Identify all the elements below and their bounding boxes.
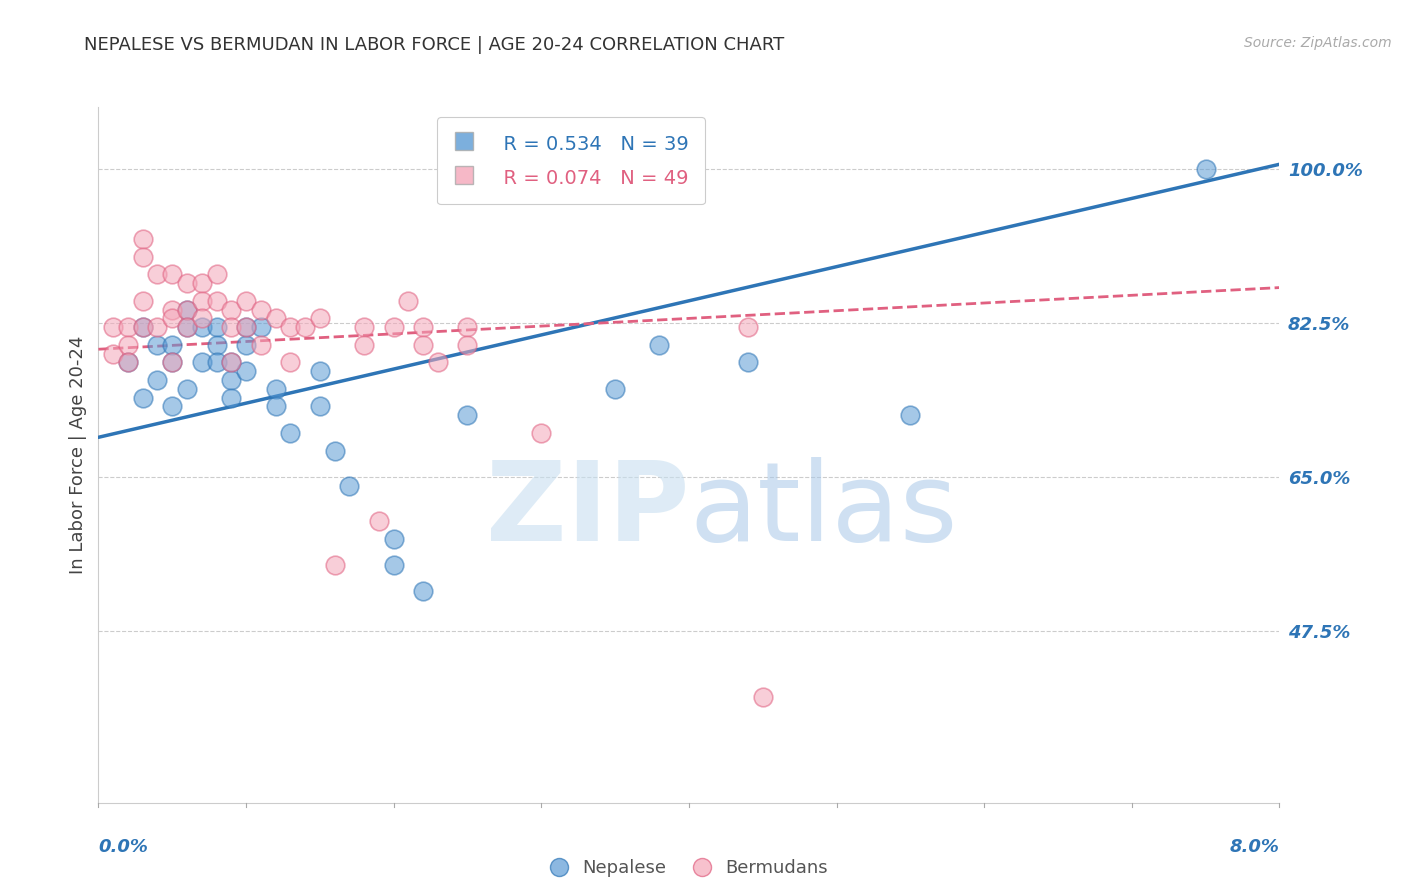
- Point: [162, 268, 183, 282]
- Point: [250, 320, 273, 334]
- Point: [146, 338, 169, 352]
- Point: [235, 293, 257, 308]
- Text: NEPALESE VS BERMUDAN IN LABOR FORCE | AGE 20-24 CORRELATION CHART: NEPALESE VS BERMUDAN IN LABOR FORCE | AG…: [84, 36, 785, 54]
- Point: [146, 373, 169, 387]
- Point: [103, 346, 125, 360]
- Point: [205, 268, 228, 282]
- Point: [205, 338, 228, 352]
- Point: [205, 293, 228, 308]
- Point: [235, 364, 257, 378]
- Point: [456, 338, 478, 352]
- Text: 0.0%: 0.0%: [98, 838, 148, 856]
- Point: [117, 355, 139, 369]
- Y-axis label: In Labor Force | Age 20-24: In Labor Force | Age 20-24: [69, 335, 87, 574]
- Point: [308, 400, 332, 414]
- Point: [132, 293, 155, 308]
- Point: [132, 320, 155, 334]
- Point: [191, 311, 214, 326]
- Point: [176, 382, 198, 396]
- Point: [353, 338, 375, 352]
- Point: [648, 338, 671, 352]
- Point: [191, 276, 214, 290]
- Point: [235, 320, 257, 334]
- Point: [162, 311, 183, 326]
- Text: 8.0%: 8.0%: [1230, 838, 1279, 856]
- Point: [353, 320, 375, 334]
- Point: [219, 391, 242, 405]
- Point: [219, 355, 242, 369]
- Point: [412, 584, 434, 599]
- Point: [146, 320, 169, 334]
- Point: [117, 338, 139, 352]
- Point: [737, 355, 759, 369]
- Point: [367, 514, 389, 528]
- Point: [278, 320, 302, 334]
- Point: [219, 320, 242, 334]
- Point: [205, 320, 228, 334]
- Point: [162, 302, 183, 317]
- Point: [751, 690, 773, 705]
- Point: [250, 338, 273, 352]
- Point: [605, 382, 627, 396]
- Text: Source: ZipAtlas.com: Source: ZipAtlas.com: [1244, 36, 1392, 50]
- Point: [176, 302, 198, 317]
- Point: [103, 320, 125, 334]
- Point: [900, 409, 922, 423]
- Point: [382, 320, 405, 334]
- Point: [412, 320, 434, 334]
- Point: [412, 338, 434, 352]
- Point: [396, 293, 419, 308]
- Point: [219, 373, 242, 387]
- Point: [530, 425, 553, 440]
- Point: [456, 320, 478, 334]
- Point: [117, 320, 139, 334]
- Point: [382, 532, 405, 546]
- Point: [323, 443, 346, 458]
- Point: [219, 302, 242, 317]
- Point: [264, 400, 287, 414]
- Point: [205, 355, 228, 369]
- Point: [191, 293, 214, 308]
- Point: [294, 320, 316, 334]
- Point: [117, 355, 139, 369]
- Point: [235, 338, 257, 352]
- Point: [176, 320, 198, 334]
- Point: [176, 302, 198, 317]
- Point: [162, 355, 183, 369]
- Point: [162, 400, 183, 414]
- Point: [162, 355, 183, 369]
- Point: [191, 320, 214, 334]
- Point: [191, 355, 214, 369]
- Legend: Nepalese, Bermudans: Nepalese, Bermudans: [543, 852, 835, 884]
- Point: [176, 276, 198, 290]
- Point: [1194, 161, 1216, 176]
- Point: [132, 320, 155, 334]
- Point: [176, 320, 198, 334]
- Point: [132, 250, 155, 264]
- Point: [132, 232, 155, 246]
- Point: [308, 364, 332, 378]
- Point: [264, 311, 287, 326]
- Point: [308, 311, 332, 326]
- Point: [737, 320, 759, 334]
- Point: [235, 320, 257, 334]
- Point: [337, 479, 360, 493]
- Point: [146, 268, 169, 282]
- Point: [426, 355, 449, 369]
- Point: [264, 382, 287, 396]
- Point: [382, 558, 405, 572]
- Point: [132, 391, 155, 405]
- Point: [219, 355, 242, 369]
- Point: [323, 558, 346, 572]
- Point: [250, 302, 273, 317]
- Point: [278, 425, 302, 440]
- Point: [278, 355, 302, 369]
- Text: atlas: atlas: [689, 457, 957, 564]
- Point: [162, 338, 183, 352]
- Point: [456, 409, 478, 423]
- Text: ZIP: ZIP: [485, 457, 689, 564]
